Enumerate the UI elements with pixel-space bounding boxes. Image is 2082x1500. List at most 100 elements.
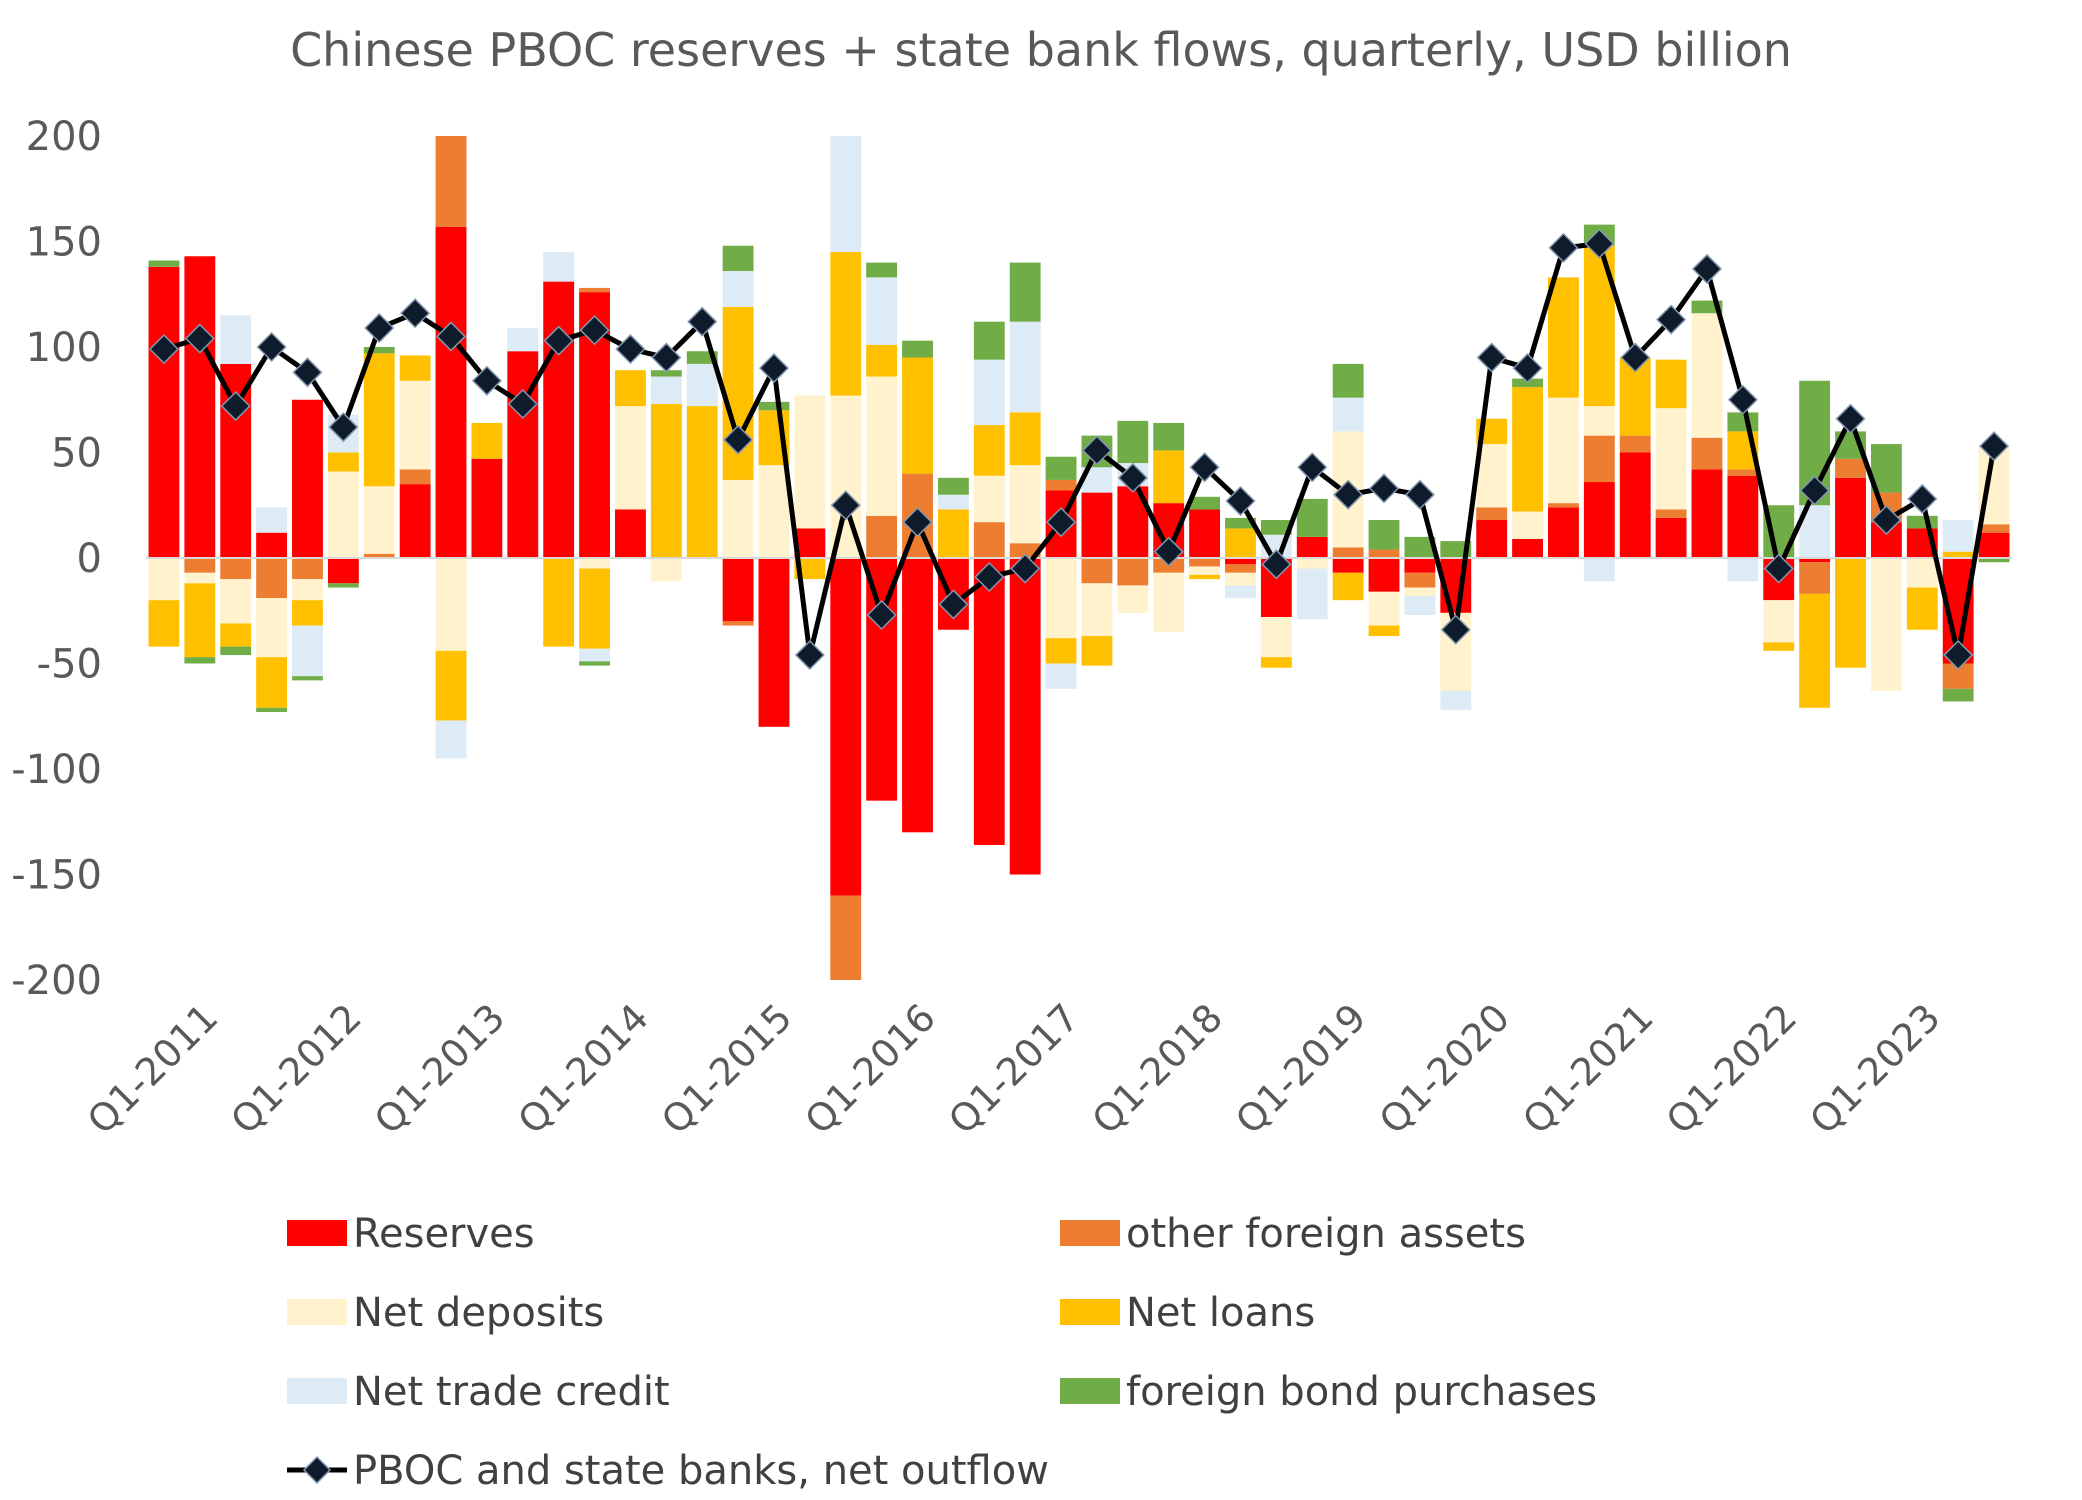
bar-foreign-bond-purchases-q3-2014 <box>650 370 682 377</box>
bar-reserves-q1-2011 <box>148 266 180 558</box>
bar-net-loans-q3-2022 <box>1799 593 1831 708</box>
bar-reserves-q4-2020 <box>1548 507 1579 558</box>
bar-net-deposits-q1-2015 <box>722 479 754 558</box>
net-outflow-marker-q4-2023 <box>1978 431 2010 462</box>
net-outflow-marker-q1-2018 <box>1153 536 1184 567</box>
bar-net-loans-q3-2012 <box>363 353 395 487</box>
bar-net-loans-q2-2023 <box>1906 587 1938 630</box>
bar-reserves-q4-2015 <box>830 558 862 896</box>
bar-other-foreign-assets-q4-2020 <box>1548 503 1579 508</box>
bar-other-foreign-assets-q1-2013 <box>435 136 467 227</box>
bar-net-deposits-q4-2021 <box>1691 313 1723 438</box>
x-tick-label: Q1-2012 <box>222 995 369 1142</box>
bar-reserves-q1-2015 <box>722 558 754 622</box>
bar-foreign-bond-purchases-q1-2014 <box>579 661 610 666</box>
bar-net-deposits-q2-2012 <box>327 471 359 558</box>
y-tick-label: 100 <box>26 325 102 371</box>
bar-other-foreign-assets-q3-2012 <box>363 553 395 558</box>
bar-net-trade-credit-q1-2015 <box>722 271 754 307</box>
net-outflow-marker-q3-2020 <box>1512 353 1543 384</box>
bar-net-loans-q1-2014 <box>579 568 610 649</box>
net-outflow-marker-q3-2018 <box>1225 485 1256 517</box>
bar-net-trade-credit-q4-2016 <box>973 359 1005 426</box>
bar-other-foreign-assets-q2-2011 <box>184 558 216 573</box>
net-outflow-marker-q2-2011 <box>184 323 215 354</box>
bar-foreign-bond-purchases-q2-2016 <box>902 340 933 358</box>
bar-foreign-bond-purchases-q3-2012 <box>363 347 395 354</box>
net-outflow-marker-q2-2019 <box>1333 479 1364 510</box>
net-outflow-marker-q2-2014 <box>615 334 646 365</box>
x-tick-label: Q1-2021 <box>1514 995 1661 1142</box>
bar-net-deposits-q1-2018 <box>1153 572 1185 632</box>
bar-net-trade-credit-q4-2019 <box>1404 595 1436 615</box>
bar-other-foreign-assets-q1-2022 <box>1727 469 1759 476</box>
net-outflow-marker-q3-2012 <box>364 312 395 344</box>
bar-reserves-q1-2022 <box>1727 475 1759 558</box>
net-outflow-marker-q1-2017 <box>1010 553 1041 584</box>
bar-foreign-bond-purchases-q1-2011 <box>148 260 180 267</box>
legend-diamond-marker <box>302 1455 332 1485</box>
bar-net-loans-q2-2014 <box>615 370 646 407</box>
bar-reserves-q1-2017 <box>1009 558 1041 875</box>
bar-foreign-bond-purchases-q4-2017 <box>1117 420 1149 464</box>
bar-net-loans-q2-2017 <box>1045 638 1077 664</box>
bar-reserves-q3-2017 <box>1081 492 1113 558</box>
x-axis: Q1-2011Q1-2012Q1-2013Q1-2014Q1-2015Q1-20… <box>79 995 1949 1142</box>
bar-net-trade-credit-q1-2022 <box>1727 558 1759 582</box>
bar-other-foreign-assets-q4-2017 <box>1117 558 1149 586</box>
bar-reserves-q1-2013 <box>435 226 467 559</box>
bar-net-deposits-q4-2018 <box>1260 617 1292 658</box>
legend-swatch-net-trade-credit <box>287 1378 347 1404</box>
legend-label: PBOC and state banks, net outflow <box>353 1448 1049 1494</box>
bar-reserves-q4-2022 <box>1835 477 1866 558</box>
bar-foreign-bond-purchases-q4-2016 <box>973 321 1005 360</box>
bar-reserves-q4-2011 <box>256 532 288 558</box>
net-outflow-marker-q3-2022 <box>1799 475 1830 506</box>
net-outflow-marker-q2-2022 <box>1763 553 1794 584</box>
bar-reserves-q2-2018 <box>1189 509 1221 558</box>
bar-other-foreign-assets-q4-2019 <box>1404 572 1436 588</box>
legend-label: foreign bond purchases <box>1126 1369 1597 1415</box>
bar-net-deposits-q4-2020 <box>1548 397 1579 504</box>
net-outflow-marker-q1-2013 <box>435 321 467 352</box>
net-outflow-marker-q3-2016 <box>938 589 969 620</box>
bar-other-foreign-assets-q4-2016 <box>973 522 1005 558</box>
bar-reserves-q2-2020 <box>1476 520 1508 558</box>
legend-label: Net loans <box>1126 1290 1315 1336</box>
bar-net-loans-q2-2012 <box>327 452 359 472</box>
bar-net-loans-q3-2011 <box>220 623 252 647</box>
bar-other-foreign-assets-q2-2021 <box>1619 435 1651 453</box>
bar-net-deposits-q4-2012 <box>399 380 431 470</box>
net-outflow-marker-q3-2021 <box>1656 304 1687 335</box>
bar-net-trade-credit-q3-2023 <box>1942 520 1974 552</box>
bar-other-foreign-assets-q3-2021 <box>1655 509 1687 518</box>
bar-net-deposits-q3-2014 <box>650 558 682 582</box>
y-tick-label: 50 <box>51 431 102 477</box>
bar-net-loans-q4-2015 <box>830 252 862 396</box>
bar-net-deposits-q4-2016 <box>973 475 1005 523</box>
bar-net-deposits-q3-2020 <box>1512 511 1543 540</box>
bar-net-loans-q2-2016 <box>902 357 933 474</box>
bar-net-loans-q3-2017 <box>1081 636 1113 666</box>
bar-net-trade-credit-q3-2013 <box>507 328 539 352</box>
bar-net-deposits-q2-2023 <box>1906 558 1938 588</box>
legend-swatch-net-loans <box>1060 1299 1120 1325</box>
net-outflow-marker-q3-2014 <box>651 342 682 373</box>
bar-reserves-q3-2021 <box>1655 517 1687 558</box>
net-outflow-marker-q3-2019 <box>1368 473 1400 504</box>
net-outflow-marker-q2-2018 <box>1189 452 1220 483</box>
bar-net-loans-q4-2022 <box>1835 558 1866 668</box>
bar-reserves-q2-2012 <box>327 558 359 584</box>
bar-net-loans-q3-2018 <box>1225 528 1256 558</box>
bar-net-deposits-q2-2017 <box>1045 558 1077 639</box>
net-outflow-marker-q1-2020 <box>1440 614 1471 645</box>
bar-net-trade-credit-q3-2018 <box>1225 585 1256 599</box>
bar-other-foreign-assets-q1-2012 <box>292 558 323 580</box>
bar-foreign-bond-purchases-q4-2023 <box>1978 558 2010 563</box>
bar-reserves-q4-2013 <box>543 281 575 558</box>
bar-other-foreign-assets-q1-2017 <box>1009 543 1041 558</box>
bar-reserves-q2-2011 <box>184 256 216 558</box>
bar-net-deposits-q2-2018 <box>1189 566 1221 575</box>
net-outflow-marker-q2-2016 <box>902 507 933 538</box>
